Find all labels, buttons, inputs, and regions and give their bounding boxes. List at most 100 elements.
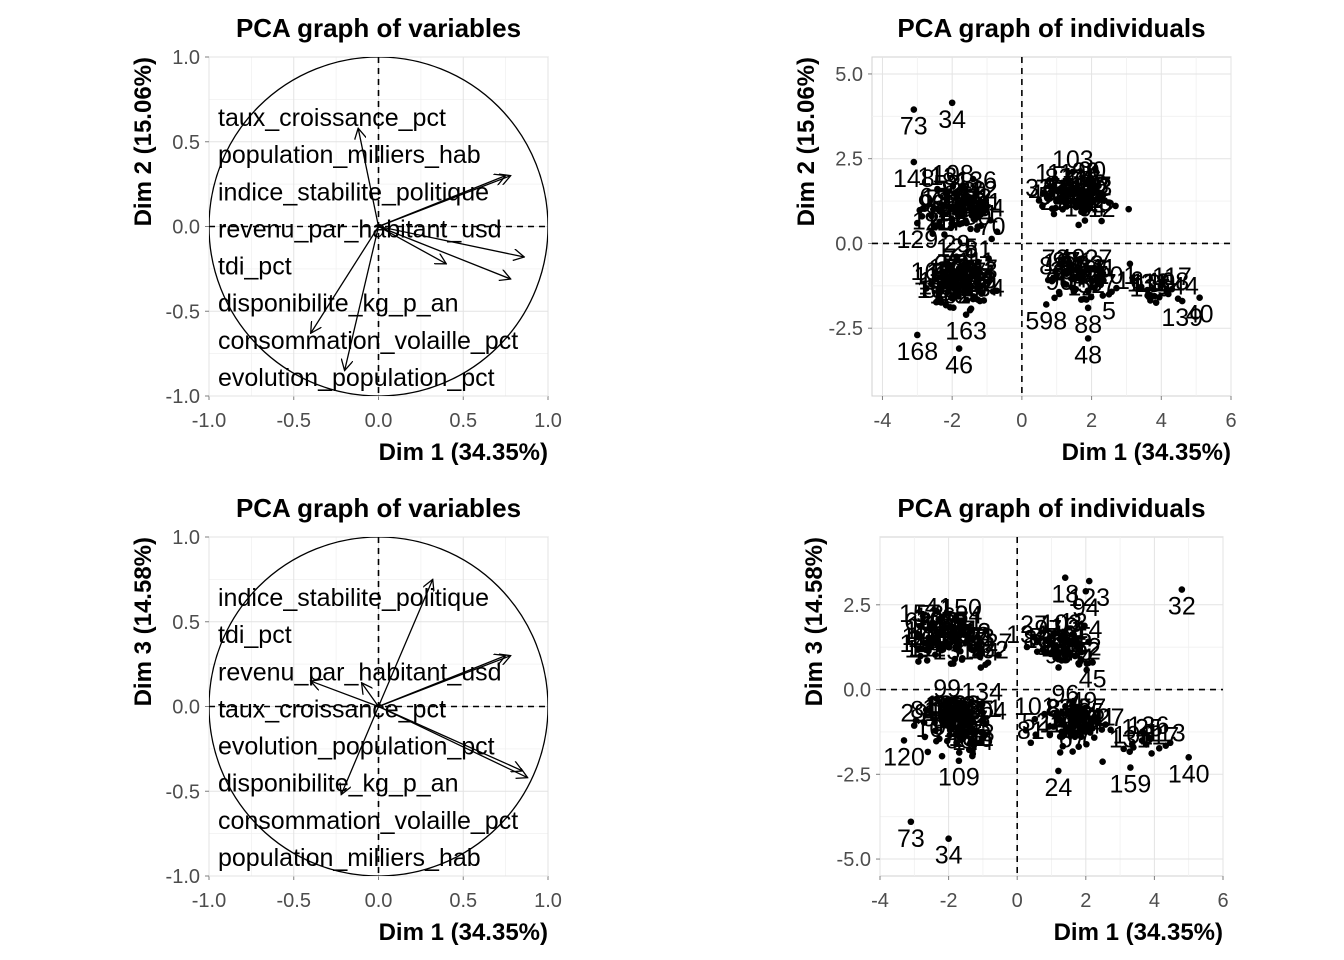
- individual-label: 139: [1161, 304, 1203, 332]
- individual-point: [947, 206, 954, 213]
- individual-point: [1091, 165, 1099, 173]
- individual-point: [952, 190, 960, 198]
- x-tick-label: 0.5: [449, 890, 477, 912]
- individual-point: [914, 646, 922, 653]
- y-tick-label: -0.5: [166, 781, 200, 803]
- individual-point: [973, 645, 980, 652]
- individual-point: [1099, 758, 1106, 765]
- individual-point: [1098, 726, 1106, 733]
- variable-label: indice_stabilite_politique: [218, 584, 489, 612]
- variable-arrow: [378, 225, 447, 264]
- x-tick-label: -2: [940, 890, 958, 912]
- individual-point: [931, 719, 938, 726]
- individual-label: 77: [1081, 261, 1109, 289]
- individual-point: [1102, 721, 1109, 728]
- individual-point: [1152, 299, 1160, 306]
- individual-point: [963, 279, 971, 286]
- individual-label: 40: [1186, 301, 1214, 329]
- individual-point: [1068, 267, 1075, 274]
- chart-title: PCA graph of variables: [236, 13, 521, 43]
- individual-point: [953, 639, 960, 647]
- individual-point: [988, 235, 995, 243]
- individual-label: 84: [1047, 695, 1075, 723]
- individual-point: [970, 293, 977, 300]
- individual-point: [965, 624, 972, 631]
- individual-point: [963, 703, 971, 711]
- individual-point: [923, 657, 931, 664]
- individual-label: 108: [925, 691, 967, 719]
- x-tick-label: -1.0: [192, 890, 226, 912]
- y-axis-label: Dim 3 (14.58%): [130, 537, 157, 706]
- individual-point: [915, 658, 922, 665]
- individual-point: [955, 749, 963, 756]
- individual-point: [945, 641, 953, 648]
- y-tick-label: 0.5: [172, 612, 200, 634]
- individual-point: [1057, 717, 1065, 725]
- individual-point: [1069, 284, 1076, 292]
- variable-label: tdi_pct: [218, 621, 292, 649]
- individual-point: [1126, 260, 1134, 268]
- individual-point: [1099, 292, 1107, 299]
- individual-label: 91: [936, 184, 964, 212]
- minor-grid: [872, 57, 1231, 396]
- x-tick-label: 6: [1217, 890, 1228, 912]
- individual-point: [952, 273, 959, 281]
- individual-label: 152: [924, 699, 966, 727]
- variable-label: population_milliers_hab: [218, 141, 481, 169]
- individual-label: 70: [978, 213, 1006, 241]
- individual-point: [1144, 286, 1151, 294]
- individual-point: [935, 222, 942, 229]
- individual-point: [1128, 740, 1136, 748]
- individual-point: [1073, 198, 1080, 205]
- individual-point: [966, 644, 974, 652]
- individual-point: [1067, 731, 1075, 739]
- individual-point: [1089, 659, 1096, 666]
- individual-point: [1084, 335, 1092, 342]
- x-tick-label: 0.5: [449, 410, 477, 432]
- individual-point: [1084, 304, 1092, 312]
- individual-point: [1125, 205, 1132, 213]
- individual-label: 81: [1017, 717, 1045, 745]
- individual-point: [978, 701, 986, 708]
- individual-point: [1061, 268, 1068, 276]
- y-tick-label: -1.0: [166, 866, 200, 888]
- individual-point: [1044, 276, 1052, 284]
- individual-point: [1069, 184, 1077, 192]
- y-tick-label: 0.5: [172, 132, 200, 154]
- individual-point: [981, 205, 988, 213]
- individual-label: 94: [1072, 594, 1100, 622]
- individual-point: [1041, 710, 1048, 718]
- individual-point: [961, 193, 969, 200]
- individual-point: [952, 702, 960, 710]
- individual-point: [1107, 726, 1114, 734]
- individual-label: 96: [1051, 680, 1079, 708]
- individual-label: 168: [896, 338, 938, 366]
- individual-label: 83: [1045, 164, 1073, 192]
- individual-point: [914, 219, 921, 227]
- individual-point: [1027, 739, 1035, 747]
- individual-point: [924, 748, 932, 756]
- individual-point: [1078, 278, 1085, 285]
- individual-point: [1035, 197, 1043, 204]
- individual-point: [974, 258, 982, 266]
- variable-arrow: [378, 705, 528, 778]
- variable-label: indice_stabilite_politique: [218, 178, 489, 206]
- individual-label: 46: [945, 352, 973, 380]
- individual-label: 103: [1052, 146, 1094, 174]
- individual-point: [949, 216, 956, 224]
- individual-point: [1148, 750, 1155, 757]
- variable-label: disponibilite_kg_p_an: [218, 770, 458, 798]
- individual-point: [1081, 622, 1088, 630]
- individual-point: [1051, 651, 1058, 659]
- individual-point: [1185, 754, 1192, 761]
- individual-point: [1030, 633, 1038, 641]
- individual-point: [1059, 742, 1067, 750]
- individual-point: [952, 279, 959, 286]
- x-tick-label: 0.0: [365, 890, 393, 912]
- individual-label: 55: [959, 182, 987, 210]
- individual-label: 129: [896, 226, 938, 254]
- individual-point: [1087, 293, 1095, 301]
- individual-point: [1069, 168, 1077, 176]
- x-tick-label: 6: [1225, 410, 1236, 432]
